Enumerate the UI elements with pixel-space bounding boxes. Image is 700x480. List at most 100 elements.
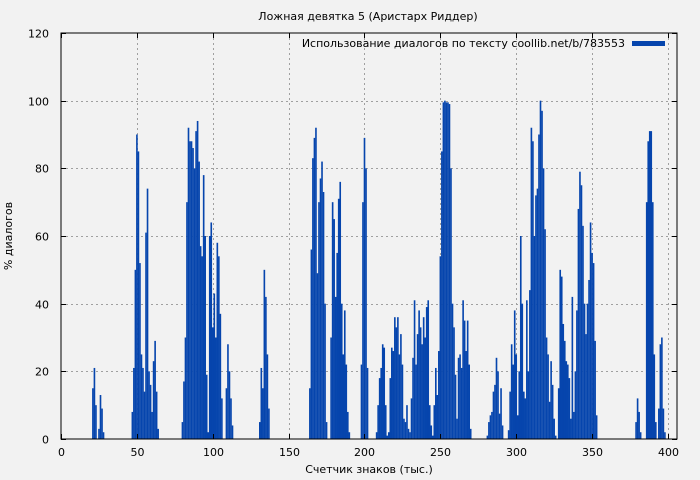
bar: [454, 374, 457, 439]
bar: [594, 340, 596, 439]
bar: [560, 276, 563, 439]
bar: [465, 351, 467, 439]
bar: [445, 102, 448, 440]
bar: [398, 354, 401, 439]
bar: [389, 378, 392, 439]
x-tick-label: 100: [203, 446, 224, 459]
bar: [210, 222, 213, 439]
bar: [439, 256, 442, 439]
bar: [577, 208, 580, 439]
bar: [228, 371, 231, 439]
bar: [512, 364, 514, 439]
bar: [334, 296, 337, 439]
bar: [589, 222, 592, 439]
bar: [392, 351, 395, 439]
bar: [337, 198, 340, 439]
bar: [421, 344, 423, 439]
bar: [378, 378, 381, 439]
bar: [309, 388, 311, 439]
bar: [545, 337, 548, 439]
bar: [662, 408, 665, 439]
bar: [221, 398, 223, 439]
bar: [325, 422, 328, 439]
bar: [431, 435, 434, 439]
bar: [588, 279, 590, 439]
bar: [509, 391, 511, 439]
bar: [585, 334, 587, 439]
bar: [208, 236, 211, 439]
bar: [568, 378, 571, 439]
bar: [430, 425, 433, 439]
bar: [524, 398, 527, 439]
bar: [573, 411, 575, 439]
bar: [510, 344, 513, 439]
bar: [322, 192, 325, 439]
bar: [183, 381, 185, 439]
bar: [412, 357, 414, 439]
bar: [536, 188, 539, 439]
bar: [262, 388, 264, 439]
bar: [394, 317, 396, 439]
bar: [565, 361, 568, 439]
bar: [321, 161, 323, 439]
y-axis-label: % диалогов: [2, 202, 15, 270]
bar: [574, 371, 577, 439]
bar: [527, 371, 530, 439]
bar: [92, 388, 94, 439]
bar: [533, 236, 536, 439]
bar: [488, 422, 490, 439]
x-tick-label: 150: [279, 446, 300, 459]
bar: [494, 384, 496, 439]
y-tick-label: 0: [42, 434, 49, 447]
bar: [316, 273, 319, 439]
bar: [462, 300, 464, 439]
bar: [635, 422, 637, 439]
bar: [416, 334, 419, 439]
bar: [571, 296, 574, 439]
bar: [345, 364, 348, 439]
x-tick-label: 50: [131, 446, 145, 459]
bar: [259, 422, 261, 439]
bar: [653, 354, 656, 439]
bar: [444, 100, 446, 440]
bar: [143, 391, 146, 439]
bar: [181, 422, 184, 439]
x-tick-label: 0: [58, 446, 65, 459]
bar: [539, 100, 542, 440]
bar: [93, 367, 96, 439]
bar: [198, 161, 200, 439]
bar: [380, 367, 382, 439]
bar: [459, 354, 461, 439]
bar: [639, 432, 642, 439]
bar: [500, 388, 502, 439]
bar: [193, 168, 196, 439]
bar: [413, 300, 416, 439]
bar: [152, 361, 155, 439]
y-tick-label: 60: [35, 231, 49, 244]
bar: [538, 134, 540, 439]
bar: [202, 175, 205, 439]
bar: [583, 303, 586, 439]
bar: [199, 246, 202, 439]
bar: [579, 171, 581, 439]
bar: [436, 395, 439, 439]
bar: [563, 340, 566, 439]
bar: [658, 408, 660, 439]
x-tick-label: 300: [506, 446, 527, 459]
bar: [268, 408, 270, 439]
bar: [559, 269, 562, 439]
bar: [333, 219, 335, 439]
bar: [526, 300, 528, 439]
bar: [562, 323, 565, 439]
bar: [149, 384, 152, 439]
x-tick-label: 250: [430, 446, 451, 459]
y-tick-label: 80: [35, 163, 49, 176]
bar: [184, 337, 187, 439]
bar: [201, 256, 203, 439]
bar: [498, 413, 501, 440]
bar: [507, 430, 510, 439]
bar: [495, 357, 498, 439]
bar: [148, 371, 150, 439]
bar: [133, 367, 135, 439]
bar: [189, 141, 191, 439]
